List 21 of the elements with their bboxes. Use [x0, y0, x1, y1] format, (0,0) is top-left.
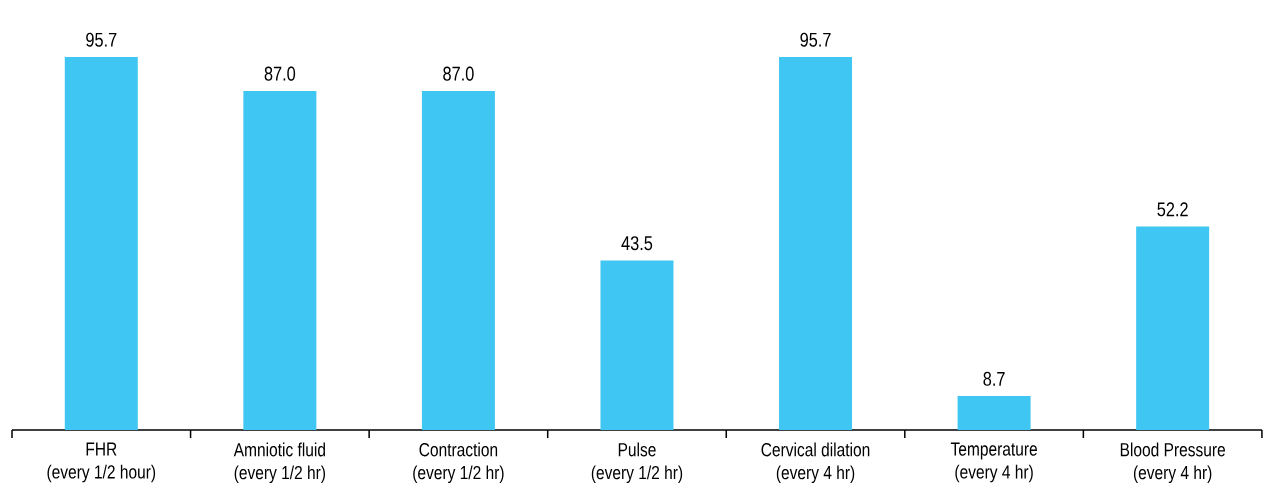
- data-label: 87.0: [264, 66, 296, 81]
- data-label: 95.7: [800, 32, 831, 47]
- x-tick-label: Pulse (every 1/2 hr): [591, 442, 683, 484]
- x-tick-label: FHR (every 1/2 hour): [47, 442, 156, 483]
- data-label: 95.7: [86, 32, 117, 47]
- x-tick-label: Temperature (every 4 hr): [950, 442, 1037, 483]
- bar: [779, 56, 853, 430]
- data-label: 87.0: [443, 66, 474, 81]
- bar: [421, 90, 495, 430]
- bar: [243, 90, 317, 430]
- bar: [64, 56, 138, 430]
- bar: [1136, 226, 1210, 430]
- bar: [957, 396, 1031, 430]
- data-label: 52.2: [1157, 202, 1188, 217]
- x-tick-label: Contraction (every 1/2 hr): [413, 442, 504, 484]
- data-label: 43.5: [621, 236, 653, 251]
- data-label: 8.7: [983, 371, 1005, 386]
- x-tick-label: Amniotic fluid (every 1/2 hr): [233, 442, 326, 484]
- x-tick-label: Blood Pressure (every 4 hr): [1120, 442, 1225, 484]
- x-tick-label: Cervical dilation (every 4 hr): [761, 442, 870, 484]
- bar: [600, 260, 674, 430]
